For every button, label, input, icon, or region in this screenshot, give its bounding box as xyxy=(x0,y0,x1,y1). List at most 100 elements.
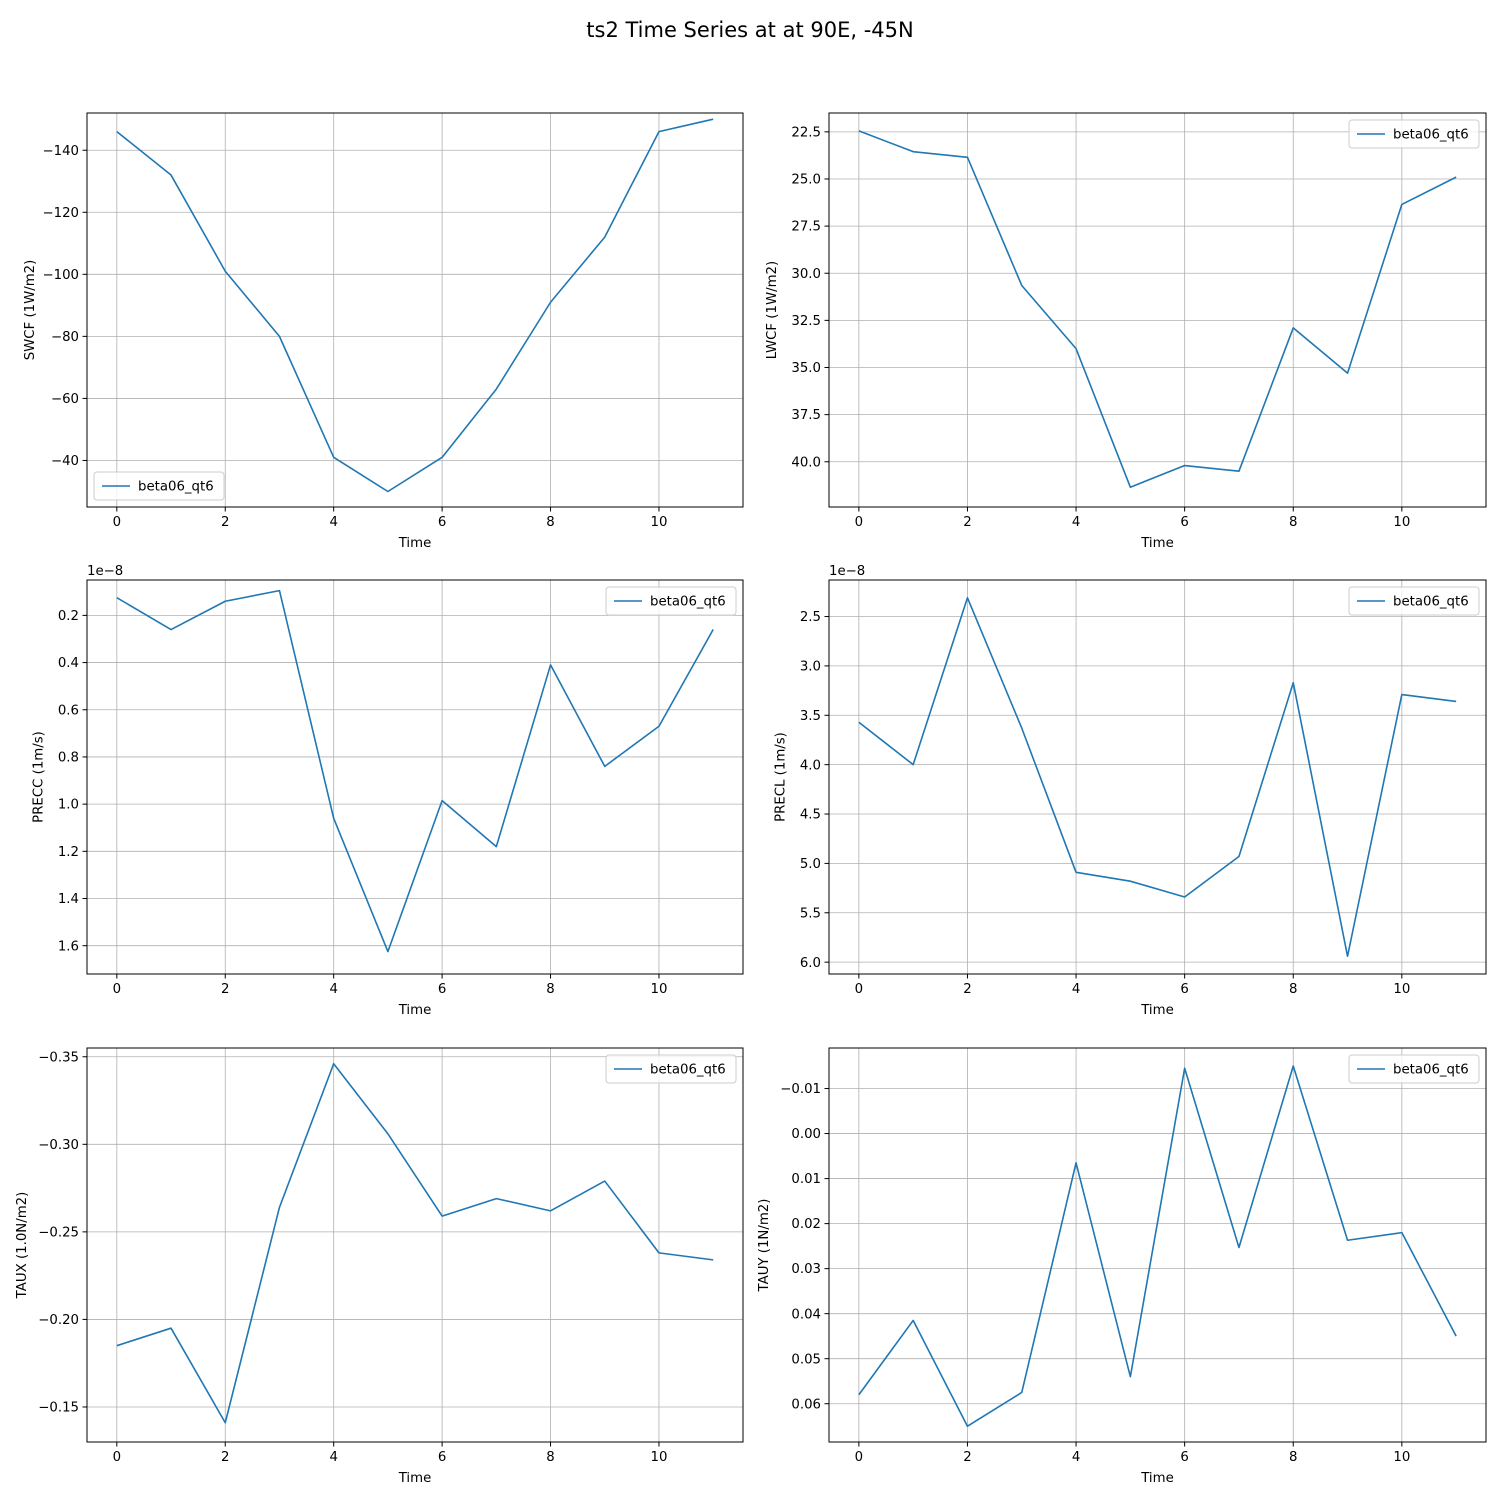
precc-xtick-label-4: 8 xyxy=(546,982,554,997)
tauy-ytick-label-4: 0.03 xyxy=(791,1262,821,1277)
lwcf-xtick-label-5: 10 xyxy=(1393,515,1410,530)
swcf-plot-area xyxy=(87,113,743,507)
lwcf-xtick-label-4: 8 xyxy=(1289,515,1297,530)
tauy-axes-frame xyxy=(828,1047,1487,1443)
precc-plot-area xyxy=(87,580,743,974)
precl-xtick-label-4: 8 xyxy=(1289,982,1297,997)
taux-ylabel: TAUX (1.0N/m2) xyxy=(15,1192,30,1300)
taux-xtick-label-2: 4 xyxy=(329,1450,337,1465)
precc-ytick-label-5: 1.2 xyxy=(58,845,79,860)
taux-xtick-label-5: 10 xyxy=(651,1450,668,1465)
precc-grid xyxy=(87,580,743,974)
swcf-ytick-label-0: −140 xyxy=(42,144,79,159)
swcf-series-line-0 xyxy=(116,118,714,493)
precl-xlabel: Time xyxy=(1140,1003,1174,1018)
lwcf-xtick-label-3: 6 xyxy=(1180,515,1188,530)
precl-ytick-label-5: 5.0 xyxy=(800,857,821,872)
precl-xtick-label-3: 6 xyxy=(1180,982,1188,997)
tauy-xtick-label-4: 8 xyxy=(1289,1450,1297,1465)
subplot-precc: 0 2 4 6 8 10 0.2 0.4 0.6 0.8 1.0 1.2 1.4 1.6 Time PRECC… xyxy=(31,564,744,1018)
swcf-xtick-label-1: 2 xyxy=(221,515,229,530)
subplot-taux: 0 2 4 6 8 10 −0.35 −0.30 −0.25 −0.20 −0.15 Time TAUX… xyxy=(15,1047,744,1486)
precl-ytick-label-6: 5.5 xyxy=(800,906,821,921)
precl-xtick-label-0: 0 xyxy=(855,982,863,997)
swcf-legend-frame xyxy=(93,471,225,501)
lwcf-series-line-0 xyxy=(858,130,1457,489)
taux-legend-frame xyxy=(605,1054,737,1084)
precc-xtick-label-0: 0 xyxy=(113,982,121,997)
precl-legend-frame xyxy=(1348,586,1480,616)
tauy-ylabel: TAUY (1N/m2) xyxy=(757,1199,772,1293)
tauy-ytick-label-7: 0.06 xyxy=(791,1397,821,1412)
precl-ytick-label-7: 6.0 xyxy=(800,956,821,971)
precl-ytick-label-2: 3.5 xyxy=(800,709,821,724)
tauy-legend-frame xyxy=(1348,1054,1480,1084)
taux-ytick-label-3: −0.20 xyxy=(38,1313,79,1328)
precl-axes-frame xyxy=(828,579,1487,975)
lwcf-ytick-label-6: 37.5 xyxy=(791,408,821,423)
precl-legend: beta06_qt6 xyxy=(1348,586,1480,616)
taux-xtick-label-4: 8 xyxy=(546,1450,554,1465)
taux-ytick-label-2: −0.25 xyxy=(38,1225,79,1240)
tauy-ytick-label-1: 0.00 xyxy=(791,1127,821,1142)
precl-plot-area xyxy=(829,580,1486,974)
precl-xtick-label-1: 2 xyxy=(963,982,971,997)
lwcf-ytick-label-1: 25.0 xyxy=(791,173,821,188)
subplot-grid: 0 2 4 6 8 10 −140 −120 −100 −80 −60 −40 Time SWCF (1W… xyxy=(15,112,1487,1486)
taux-legend: beta06_qt6 xyxy=(605,1054,737,1084)
subplot-lwcf: 0 2 4 6 8 10 22.5 25.0 27.5 30.0 32.5 35.0 37.5 40.0 T… xyxy=(765,112,1487,551)
precc-xlabel: Time xyxy=(398,1003,432,1018)
swcf-xtick-label-5: 10 xyxy=(651,515,668,530)
tauy-xtick-label-0: 0 xyxy=(855,1450,863,1465)
figure-suptitle: ts2 Time Series at at 90E, -45N xyxy=(586,18,913,42)
lwcf-grid xyxy=(829,113,1486,507)
lwcf-xtick-label-1: 2 xyxy=(963,515,971,530)
swcf-grid xyxy=(87,113,743,507)
precc-ytick-label-1: 0.4 xyxy=(58,656,79,671)
precl-xtick-label-5: 10 xyxy=(1393,982,1410,997)
lwcf-ytick-label-7: 40.0 xyxy=(791,455,821,470)
taux-axes-frame xyxy=(86,1047,744,1443)
precl-ytick-label-3: 4.0 xyxy=(800,758,821,773)
taux-plot-area xyxy=(87,1048,743,1442)
swcf-xtick-label-4: 8 xyxy=(546,515,554,530)
swcf-ytick-label-3: −80 xyxy=(51,330,79,345)
lwcf-legend-frame xyxy=(1348,119,1480,149)
precl-ylabel: PRECL (1m/s) xyxy=(773,732,788,822)
precl-xtick-label-2: 4 xyxy=(1072,982,1080,997)
lwcf-ylabel: LWCF (1W/m2) xyxy=(765,261,780,359)
precc-ytick-label-7: 1.6 xyxy=(58,939,79,954)
precl-grid xyxy=(829,580,1486,974)
tauy-ytick-label-5: 0.04 xyxy=(791,1307,821,1322)
swcf-legend-label: beta06_qt6 xyxy=(138,480,214,495)
subplot-precl: 0 2 4 6 8 10 2.5 3.0 3.5 4.0 4.5 5.0 5.5 6.0 Time PRECL… xyxy=(773,564,1487,1018)
precl-ytick-label-0: 2.5 xyxy=(800,610,821,625)
swcf-axes-frame xyxy=(86,112,744,508)
lwcf-xlabel: Time xyxy=(1140,536,1174,551)
tauy-ytick-label-3: 0.02 xyxy=(791,1217,821,1232)
lwcf-ytick-label-5: 35.0 xyxy=(791,361,821,376)
tauy-legend: beta06_qt6 xyxy=(1348,1054,1480,1084)
lwcf-ytick-label-3: 30.0 xyxy=(791,267,821,282)
taux-series-line-0 xyxy=(116,1062,714,1424)
tauy-ytick-label-0: −0.01 xyxy=(780,1082,821,1097)
taux-ytick-label-0: −0.35 xyxy=(38,1050,79,1065)
swcf-xlabel: Time xyxy=(398,536,432,551)
swcf-ylabel: SWCF (1W/m2) xyxy=(23,260,38,361)
precc-series-line-0 xyxy=(116,589,714,953)
lwcf-xtick-label-0: 0 xyxy=(855,515,863,530)
precc-legend-label: beta06_qt6 xyxy=(650,595,726,610)
taux-ytick-label-4: −0.15 xyxy=(38,1401,79,1416)
precc-xtick-label-1: 2 xyxy=(221,982,229,997)
taux-xtick-label-1: 2 xyxy=(221,1450,229,1465)
swcf-xtick-label-3: 6 xyxy=(438,515,446,530)
tauy-legend-label: beta06_qt6 xyxy=(1393,1063,1469,1078)
tauy-series-line-0 xyxy=(858,1065,1457,1428)
taux-grid xyxy=(87,1048,743,1442)
precc-ytick-label-6: 1.4 xyxy=(58,892,79,907)
precc-legend: beta06_qt6 xyxy=(605,586,737,616)
tauy-ytick-label-6: 0.05 xyxy=(791,1352,821,1367)
taux-xtick-label-3: 6 xyxy=(438,1450,446,1465)
precc-ytick-label-0: 0.2 xyxy=(58,609,79,624)
precc-ylabel: PRECC (1m/s) xyxy=(31,731,46,823)
